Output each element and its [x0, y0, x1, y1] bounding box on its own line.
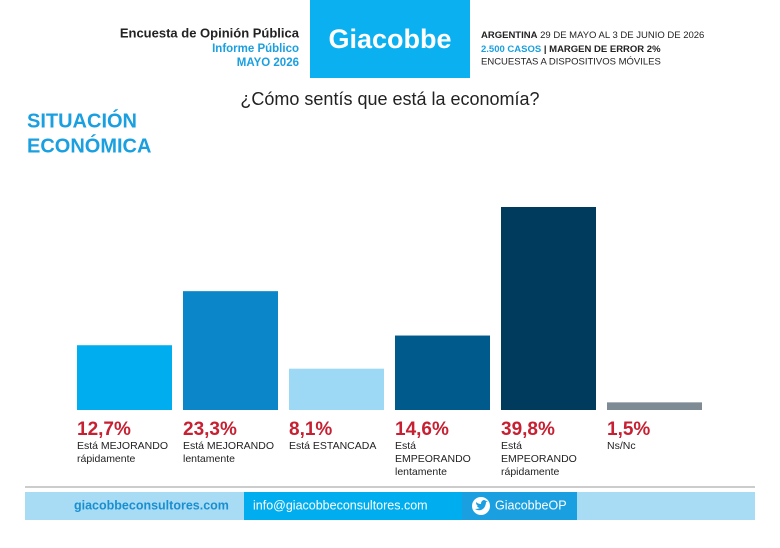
- survey-title: Encuesta de Opinión Pública: [120, 25, 300, 40]
- section-title: SITUACIÓN: [27, 108, 137, 132]
- bar: [289, 368, 384, 410]
- category-label: Está ESTANCADA: [289, 440, 376, 452]
- value-label: 12,7%: [77, 419, 131, 440]
- category-label: Está MEJORANDO: [183, 440, 274, 452]
- value-label: 23,3%: [183, 419, 237, 440]
- margin: MARGEN DE ERROR 2%: [549, 44, 661, 55]
- footer-email: info@giacobbeconsultores.com: [253, 498, 428, 512]
- twitter-bird: [475, 500, 488, 511]
- footer-website: giacobbeconsultores.com: [74, 498, 229, 512]
- value-label: 39,8%: [501, 419, 555, 440]
- category-label: Está: [501, 440, 522, 452]
- footer-email-box: [244, 492, 462, 520]
- footer-twitter: GiacobbeOP: [495, 498, 567, 512]
- category-label: lentamente: [183, 453, 235, 465]
- bar: [183, 291, 278, 410]
- survey-cases: 2.500 CASOS | MARGEN DE ERROR 2%: [481, 44, 661, 55]
- bar: [77, 345, 172, 410]
- bar: [501, 207, 596, 410]
- category-label: EMPEORANDO: [395, 453, 471, 465]
- bar: [607, 402, 702, 410]
- report-type: Informe Público: [212, 43, 299, 55]
- category-label: Está: [395, 440, 416, 452]
- category-label: Ns/Nc: [607, 440, 636, 452]
- logo-box: [310, 0, 470, 78]
- section-title: ECONÓMICA: [27, 133, 151, 157]
- value-label: 1,5%: [607, 419, 650, 440]
- country: ARGENTINA: [481, 30, 538, 41]
- chart-title: ¿Cómo sentís que está la economía?: [240, 89, 539, 109]
- category-label: Está MEJORANDO: [77, 440, 168, 452]
- report-date: MAYO 2026: [237, 57, 299, 69]
- category-label: rápidamente: [77, 453, 136, 465]
- survey-method: ENCUESTAS A DISPOSITIVOS MÓVILES: [481, 57, 661, 68]
- logo: Giacobbe: [328, 24, 451, 54]
- value-label: 14,6%: [395, 419, 449, 440]
- category-label: EMPEORANDO: [501, 453, 577, 465]
- category-label: lentamente: [395, 466, 447, 478]
- category-label: rápidamente: [501, 466, 560, 478]
- survey-dates: ARGENTINA 29 DE MAYO AL 3 DE JUNIO DE 20…: [481, 30, 704, 41]
- value-label: 8,1%: [289, 419, 332, 440]
- dates: 29 DE MAYO AL 3 DE JUNIO DE 2026: [540, 30, 704, 41]
- bar: [395, 335, 490, 410]
- separator: |: [544, 44, 547, 55]
- cases: 2.500 CASOS: [481, 44, 541, 55]
